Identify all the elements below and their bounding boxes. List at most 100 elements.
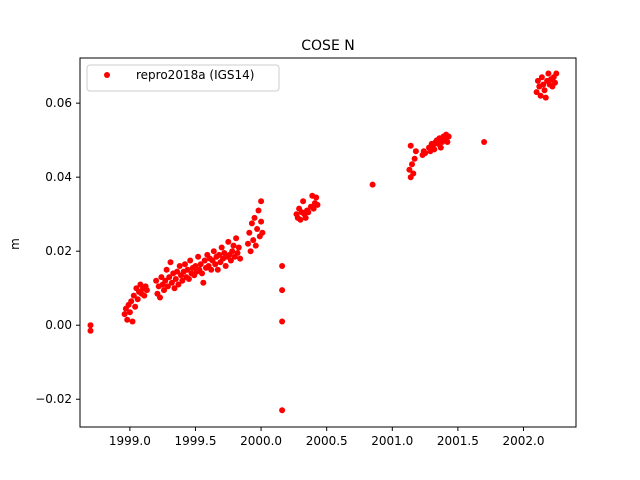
data-point — [542, 94, 549, 101]
data-point — [172, 276, 179, 282]
data-point — [250, 237, 257, 244]
data-point — [410, 170, 417, 177]
data-point — [162, 277, 169, 284]
data-point — [195, 253, 202, 260]
data-point — [259, 229, 266, 236]
data-point — [422, 150, 429, 157]
data-point — [314, 201, 321, 208]
x-tick-label: 2001.5 — [437, 434, 479, 448]
data-point — [126, 309, 133, 316]
data-point — [279, 287, 286, 294]
data-point — [258, 198, 265, 205]
data-point — [143, 287, 150, 294]
data-point — [545, 70, 552, 77]
y-tick-label: −0.02 — [35, 392, 72, 406]
data-point — [208, 266, 215, 273]
data-point — [407, 142, 414, 149]
plot-area-frame — [79, 57, 577, 428]
data-point — [212, 261, 219, 268]
x-tick-label: 1999.0 — [109, 434, 151, 448]
legend-box — [86, 64, 280, 92]
data-point — [279, 263, 286, 269]
data-point — [235, 244, 242, 251]
data-point — [297, 216, 304, 223]
y-tick-label: 0.02 — [45, 244, 72, 258]
data-point — [124, 316, 131, 323]
legend: repro2018a (IGS14) — [86, 64, 280, 92]
data-point — [174, 268, 181, 275]
data-point — [412, 148, 419, 155]
data-point — [216, 251, 223, 258]
data-point — [553, 70, 560, 77]
data-point — [230, 242, 237, 249]
data-point — [141, 292, 148, 299]
data-point — [200, 279, 207, 286]
data-point — [218, 244, 225, 251]
data-point — [305, 209, 312, 216]
x-tick-label: 2000.5 — [306, 434, 348, 448]
data-point — [130, 292, 137, 299]
data-point — [538, 74, 545, 81]
x-tick-label: 2000.0 — [240, 434, 282, 448]
data-point — [229, 248, 236, 255]
data-point — [192, 263, 199, 269]
data-point — [409, 161, 415, 168]
data-point — [158, 274, 165, 281]
data-point — [176, 263, 183, 269]
data-point — [201, 257, 208, 264]
data-point — [540, 81, 547, 88]
chart-title: COSE N — [301, 38, 354, 54]
y-tick-label: 0.06 — [45, 96, 72, 110]
data-point — [300, 198, 307, 205]
data-points — [87, 70, 560, 414]
data-point — [171, 285, 178, 292]
data-point — [179, 277, 186, 284]
data-point — [445, 133, 452, 140]
data-point — [251, 214, 258, 221]
y-tick-label: 0.00 — [45, 318, 72, 332]
data-point — [541, 87, 548, 94]
data-point — [163, 266, 170, 273]
data-point — [168, 279, 175, 286]
data-point — [411, 155, 418, 162]
data-point — [214, 266, 221, 273]
data-point — [552, 79, 558, 86]
data-point — [184, 266, 191, 273]
data-point — [222, 263, 229, 269]
data-point — [185, 276, 192, 282]
data-point — [431, 146, 438, 153]
data-point — [444, 139, 451, 145]
data-point — [161, 287, 167, 294]
data-point — [279, 407, 286, 414]
data-point — [157, 294, 163, 301]
data-point — [153, 277, 160, 284]
data-point — [258, 218, 265, 225]
data-point — [533, 89, 540, 96]
x-tick-label: 1999.5 — [174, 434, 216, 448]
data-point — [164, 283, 171, 290]
data-point — [134, 296, 141, 303]
data-point — [254, 226, 261, 232]
data-point — [129, 318, 136, 325]
data-point — [175, 281, 182, 288]
data-point — [245, 240, 251, 247]
data-point — [237, 255, 244, 262]
data-point — [247, 248, 254, 255]
data-point — [121, 311, 128, 318]
data-point — [199, 270, 205, 277]
data-point — [132, 303, 139, 310]
data-point — [182, 261, 188, 268]
data-point — [197, 261, 204, 268]
data-point — [406, 166, 413, 173]
data-point — [302, 214, 309, 221]
y-axis-label: m — [8, 238, 22, 250]
data-point — [310, 205, 317, 212]
data-point — [534, 77, 541, 84]
data-point — [233, 235, 240, 242]
y-tick-label: 0.04 — [45, 170, 72, 184]
data-point — [537, 92, 544, 99]
data-point — [313, 194, 320, 201]
legend-marker — [104, 72, 110, 78]
data-point — [87, 322, 94, 329]
